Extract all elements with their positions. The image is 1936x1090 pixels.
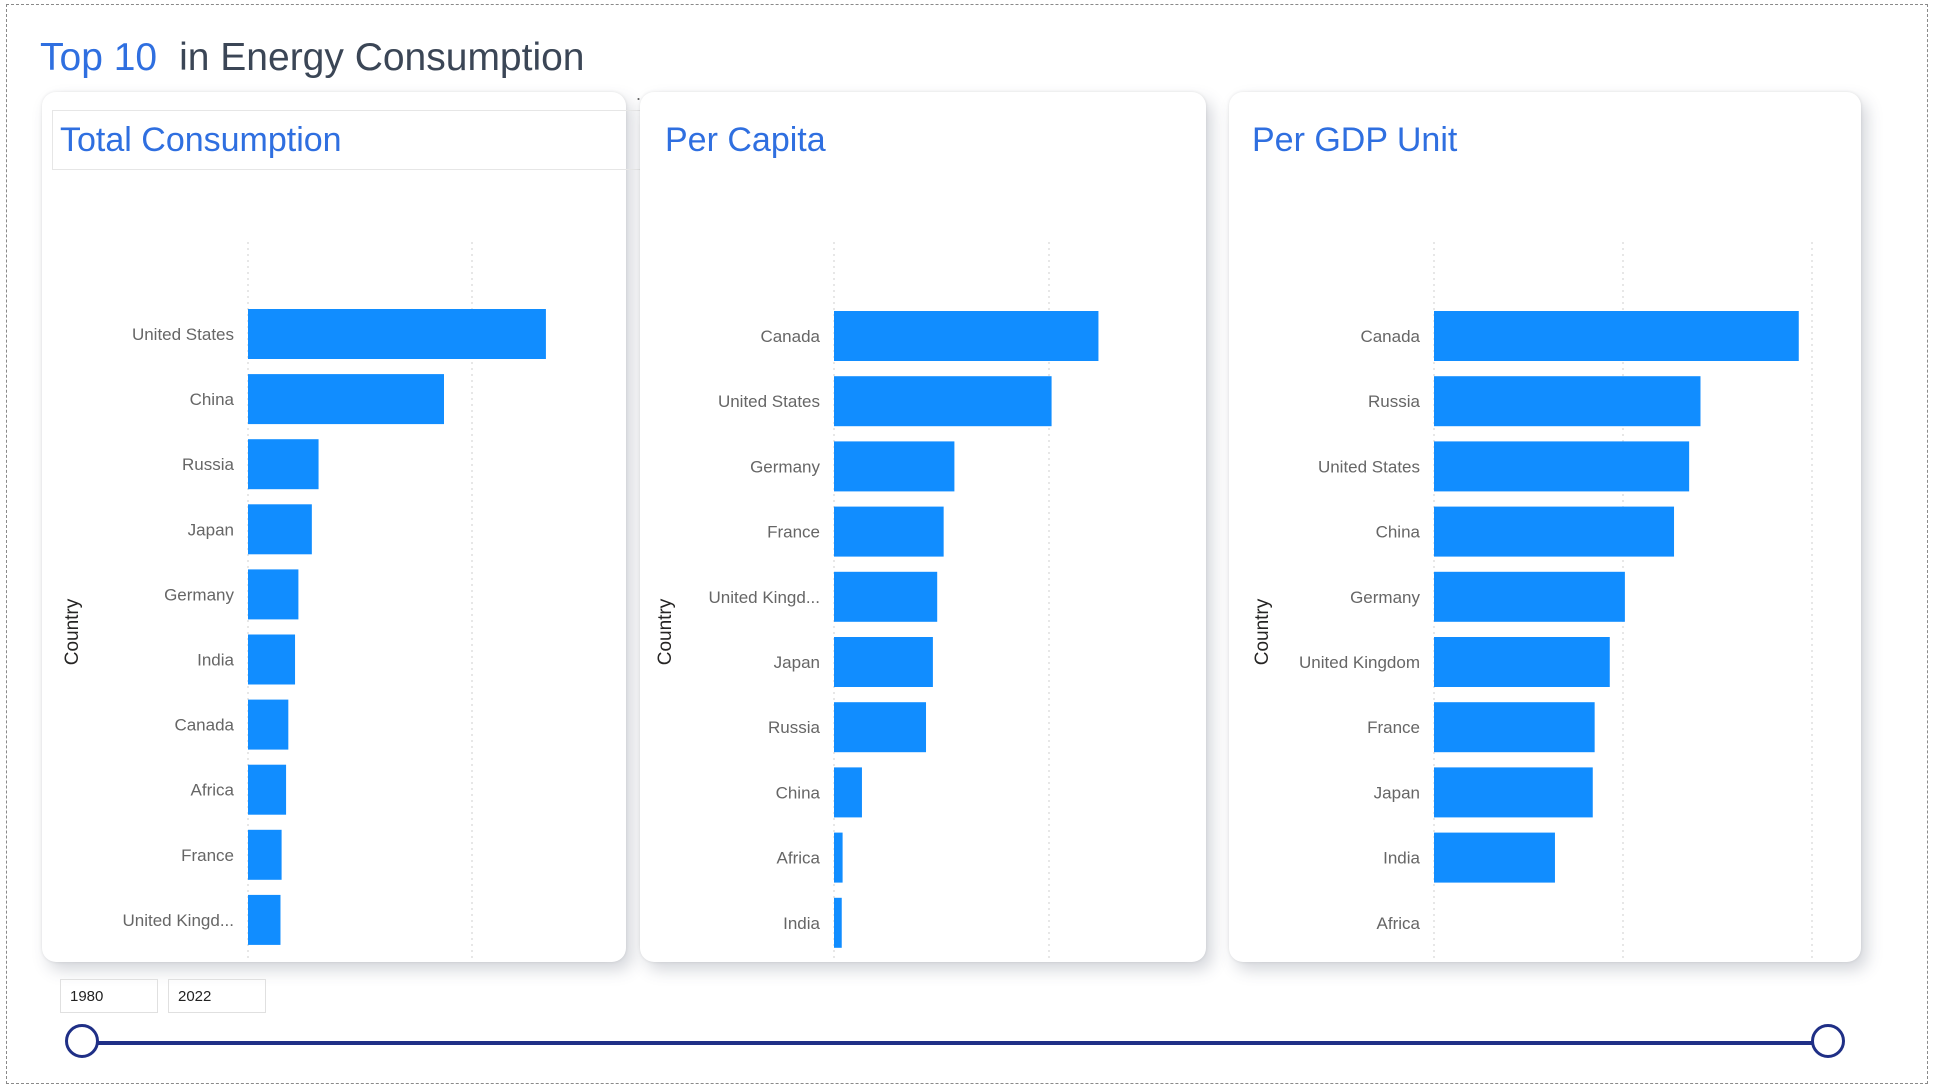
year-range-track[interactable]	[82, 1041, 1828, 1045]
category-label: France	[1367, 718, 1420, 737]
bar[interactable]	[834, 767, 862, 818]
bar[interactable]	[1434, 571, 1625, 622]
category-label: United States	[132, 325, 234, 344]
total-consumption-title: Total Consumption	[60, 121, 342, 159]
start-year-handle[interactable]	[65, 1024, 99, 1058]
per-gdp-card[interactable]: Per GDP Unit 0100200CanadaRussiaUnited S…	[1229, 92, 1861, 962]
category-label: Germany	[164, 585, 234, 604]
bar[interactable]	[1434, 506, 1675, 557]
bar[interactable]	[1434, 311, 1799, 361]
category-label: France	[767, 523, 820, 542]
category-label: Germany	[750, 457, 820, 476]
total-consumption-card[interactable]: Total Consumption 0M1MUnited StatesChina…	[42, 92, 661, 962]
category-label: United Kingd...	[708, 588, 820, 607]
bar[interactable]	[248, 894, 281, 945]
per-gdp-title: Per GDP Unit	[1252, 121, 1458, 159]
per-capita-card[interactable]: Per Capita 0M5MCanadaUnited StatesGerman…	[640, 92, 1206, 962]
category-label: China	[776, 783, 821, 802]
bar[interactable]	[834, 571, 938, 622]
bar[interactable]	[834, 311, 1099, 361]
bar[interactable]	[248, 699, 289, 750]
bar[interactable]	[248, 634, 296, 685]
category-label: India	[783, 914, 820, 933]
category-label: China	[190, 390, 235, 409]
category-label: Russia	[182, 455, 235, 474]
report-canvas	[6, 4, 1928, 1084]
bar[interactable]	[1434, 767, 1593, 818]
category-label: Japan	[1374, 783, 1420, 802]
bar[interactable]	[834, 637, 933, 687]
bar[interactable]	[248, 764, 287, 815]
bar[interactable]	[1434, 832, 1555, 883]
category-label: Japan	[774, 653, 820, 672]
total-consumption-chart[interactable]: 0M1MUnited StatesChinaRussiaJapanGermany…	[42, 92, 626, 962]
category-label: United Kingdom	[1299, 653, 1420, 672]
y-axis-title: Country	[655, 598, 676, 665]
bar[interactable]	[834, 702, 927, 753]
bar[interactable]	[1434, 637, 1610, 687]
category-label: Canada	[760, 327, 820, 346]
category-label: Canada	[174, 716, 234, 735]
bar[interactable]	[248, 309, 546, 359]
bar[interactable]	[834, 832, 843, 883]
bar[interactable]	[834, 441, 955, 492]
category-label: India	[197, 651, 234, 670]
page-title: Top 10 in Energy Consumption	[40, 34, 585, 82]
bar[interactable]	[248, 504, 312, 555]
bar[interactable]	[248, 569, 299, 620]
per-capita-title: Per Capita	[665, 121, 826, 159]
start-year-input[interactable]: 1980	[60, 979, 158, 1013]
category-label: Japan	[188, 520, 234, 539]
page-title-accent: Top 10	[40, 36, 158, 79]
per-gdp-chart[interactable]: 0100200CanadaRussiaUnited StatesChinaGer…	[1229, 92, 1861, 962]
bar[interactable]	[1434, 441, 1690, 492]
category-label: Africa	[191, 781, 235, 800]
bar[interactable]	[1434, 376, 1701, 427]
category-label: Canada	[1360, 327, 1420, 346]
bar[interactable]	[248, 829, 282, 880]
category-label: United Kingd...	[122, 911, 234, 930]
bar[interactable]	[1434, 702, 1595, 753]
bar[interactable]	[834, 506, 944, 557]
bar[interactable]	[834, 376, 1052, 427]
bar[interactable]	[248, 439, 319, 490]
page-title-text: in Energy Consumption	[179, 36, 585, 79]
category-label: India	[1383, 849, 1420, 868]
category-label: China	[1376, 523, 1421, 542]
y-axis-title: Country	[62, 598, 83, 665]
end-year-handle[interactable]	[1811, 1024, 1845, 1058]
category-label: United States	[718, 392, 820, 411]
per-capita-chart[interactable]: 0M5MCanadaUnited StatesGermanyFranceUnit…	[640, 92, 1206, 962]
bar[interactable]	[248, 374, 444, 425]
end-year-input[interactable]: 2022	[168, 979, 266, 1013]
category-label: France	[181, 846, 234, 865]
bar[interactable]	[834, 897, 842, 948]
category-label: Africa	[1377, 914, 1421, 933]
y-axis-title: Country	[1252, 598, 1273, 665]
category-label: Africa	[777, 849, 821, 868]
category-label: Germany	[1350, 588, 1420, 607]
category-label: Russia	[1368, 392, 1421, 411]
category-label: Russia	[768, 718, 821, 737]
category-label: United States	[1318, 457, 1420, 476]
